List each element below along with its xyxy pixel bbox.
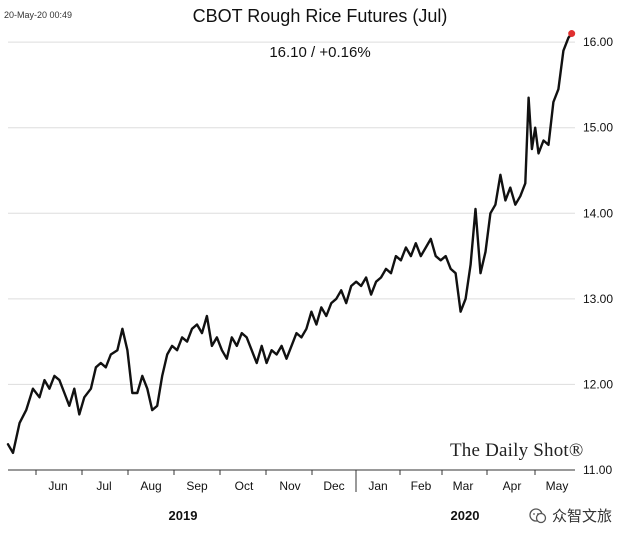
last-point-marker [568,30,576,38]
timestamp: 20-May-20 00:49 [4,10,73,20]
chart-subtitle: 16.10 / +0.16% [269,44,371,61]
x-tick-label: Jun [48,479,67,493]
y-tick-label: 11.00 [583,463,612,477]
grid-lines [8,41,575,471]
y-tick-label: 15.00 [583,121,613,135]
x-tick-label: Oct [235,479,254,493]
y-tick-label: 12.00 [583,377,613,391]
x-tick-label: May [546,479,569,493]
watermark: 众智文旅 [528,505,612,526]
year-label: 2020 [451,508,480,523]
x-tick-label: Dec [323,479,344,493]
year-label: 2019 [169,508,198,523]
brand-logo: The Daily Shot® [450,440,584,461]
series-line [6,32,573,455]
x-tick-label: Sep [186,479,208,493]
x-tick-label: Mar [453,479,474,493]
y-axis: 11.00 12.00 13.00 14.00 15.00 16.00 [583,35,613,477]
wechat-icon [529,507,547,523]
y-tick-label: 14.00 [583,206,613,220]
x-tick-label: Apr [503,479,522,493]
x-tick-label: Jan [368,479,387,493]
x-tick-label: Feb [411,479,432,493]
x-tick-label: Jul [96,479,111,493]
chart-title: CBOT Rough Rice Futures (Jul) [192,6,448,26]
watermark-text: 众智文旅 [552,507,613,525]
x-tick-label: Aug [140,479,161,493]
y-tick-label: 13.00 [583,292,613,306]
y-tick-label: 16.00 [583,35,613,49]
x-tick-label: Nov [279,479,300,493]
x-axis: Jun Jul Aug Sep Oct Nov Dec Jan Feb Mar Apr May 2019… [8,469,575,523]
